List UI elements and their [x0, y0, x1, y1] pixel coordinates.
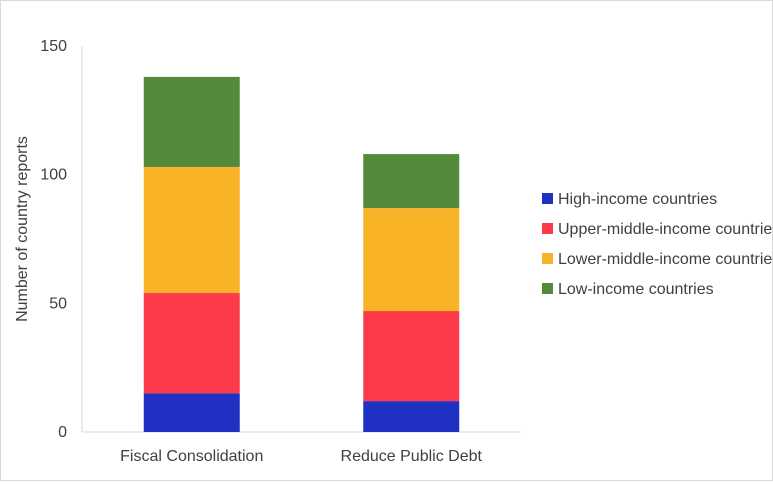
bar-segment: [363, 208, 460, 312]
bar-segment: [143, 76, 240, 167]
legend-label: High-income countries: [558, 191, 717, 208]
bar-segment: [363, 401, 460, 432]
legend-item: Upper-middle-income countries: [542, 221, 773, 238]
x-tick-label: Fiscal Consolidation: [120, 448, 263, 465]
x-axis: Fiscal Consolidation Reduce Public Debt: [82, 431, 521, 465]
y-tick-label: 150: [40, 38, 67, 55]
y-tick-label: 50: [49, 295, 67, 312]
legend-label: Low-income countries: [558, 281, 714, 298]
bar-segment: [363, 311, 460, 402]
bar-segment: [143, 393, 240, 432]
bar-segment: [363, 154, 460, 209]
legend-swatch: [542, 193, 553, 204]
legend-swatch: [542, 223, 553, 234]
legend-label: Upper-middle-income countries: [558, 221, 772, 238]
y-axis-label: Number of country reports: [14, 136, 31, 322]
legend-item: Low-income countries: [542, 281, 714, 298]
legend-swatch: [542, 253, 553, 264]
y-tick-label: 100: [40, 167, 67, 184]
bars-group: [143, 76, 460, 432]
legend-swatch: [542, 283, 553, 294]
legend-item: High-income countries: [542, 191, 717, 208]
bar-segment: [143, 293, 240, 394]
legend: High-income countries Upper-middle-income…: [542, 191, 773, 298]
y-tick-label: 0: [58, 424, 67, 441]
bar-segment: [143, 166, 240, 294]
y-axis: 0 50 100 150: [40, 38, 83, 441]
legend-item: Lower-middle-income countries: [542, 251, 773, 268]
legend-label: Lower-middle-income countries: [558, 251, 772, 268]
x-tick-label: Reduce Public Debt: [341, 448, 483, 465]
